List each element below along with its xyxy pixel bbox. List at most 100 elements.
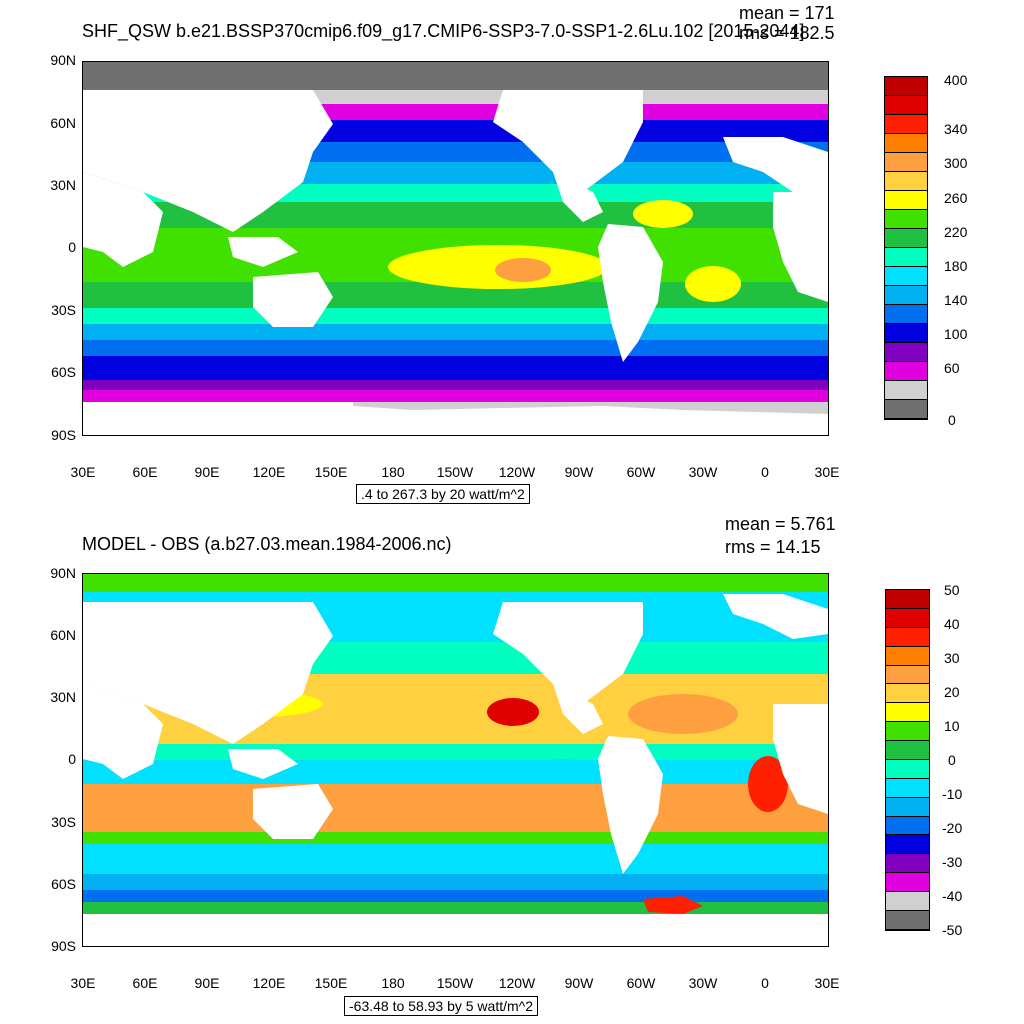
- colorbar-swatch: [885, 381, 927, 400]
- panel1-lon-label: 150E: [314, 464, 348, 480]
- colorbar-swatch: [885, 362, 927, 381]
- panel1-map: [82, 61, 829, 436]
- panel1-lon-label: 30W: [688, 464, 718, 480]
- colorbar-swatch: [885, 115, 927, 134]
- colorbar-swatch: [886, 665, 929, 685]
- panel2-lon-label: 120E: [252, 975, 286, 991]
- colorbar-swatch: [885, 96, 927, 115]
- colorbar-swatch: [886, 910, 929, 930]
- colorbar-swatch: [886, 741, 929, 760]
- panel2-lon-label: 60E: [132, 975, 158, 991]
- colorbar-swatch: [885, 172, 927, 191]
- panel2-lat-label: 30S: [51, 814, 76, 830]
- colorbar-swatch: [885, 134, 927, 153]
- panel1-colorbar-label: 0: [948, 412, 956, 428]
- panel2-lon-label: 150W: [436, 975, 474, 991]
- panel2-rms: rms = 14.15: [725, 537, 821, 557]
- panel1-lon-label: 60E: [132, 464, 158, 480]
- panel1-range-info: .4 to 267.3 by 20 watt/m^2: [356, 484, 530, 504]
- panel1-colorbar-label: 60: [944, 360, 960, 376]
- panel2-lon-label: 0: [761, 975, 769, 991]
- panel1-colorbar: [884, 76, 928, 420]
- panel1-title: SHF_QSW b.e21.BSSP370cmip6.f09_g17.CMIP6…: [82, 21, 805, 41]
- panel1-lon-label: 30E: [814, 464, 840, 480]
- panel2-colorbar-label: -50: [942, 922, 963, 938]
- panel2-colorbar-label: -10: [942, 786, 963, 802]
- colorbar-swatch: [886, 835, 929, 855]
- panel2-lon-label: 30E: [70, 975, 96, 991]
- colorbar-swatch: [885, 305, 927, 324]
- panel2-colorbar-label: 40: [944, 616, 960, 632]
- panel2-colorbar-label: 30: [944, 650, 960, 666]
- panel2-lon-label: 90E: [194, 975, 220, 991]
- colorbar-swatch: [886, 590, 929, 609]
- panel1-colorbar-label: 180: [944, 258, 968, 274]
- panel2-lat-label: 30N: [50, 689, 76, 705]
- colorbar-swatch: [885, 324, 927, 343]
- colorbar-swatch: [885, 191, 927, 210]
- colorbar-swatch: [886, 627, 929, 647]
- panel2-colorbar-label: -30: [942, 854, 963, 870]
- colorbar-swatch: [885, 153, 927, 172]
- colorbar-swatch: [886, 646, 929, 666]
- panel1-colorbar-label: 400: [944, 72, 968, 88]
- panel2-colorbar-label: 0: [948, 752, 956, 768]
- colorbar-swatch: [886, 722, 929, 741]
- panel1-mean: mean = 171: [739, 3, 835, 23]
- panel1-colorbar-label: 140: [944, 292, 968, 308]
- panel1-colorbar-label: 100: [944, 326, 968, 342]
- panel2-lat-label: 90N: [50, 565, 76, 581]
- panel2-lat-label: 90S: [51, 938, 76, 954]
- panel1-lon-label: 120E: [252, 464, 286, 480]
- panel2-map-image: [83, 574, 828, 946]
- panel2-lon-label: 120W: [498, 975, 536, 991]
- panel2-lon-label: 90W: [564, 975, 594, 991]
- panel2-lon-label: 30E: [814, 975, 840, 991]
- panel1-lat-label: 90S: [51, 427, 76, 443]
- colorbar-swatch: [886, 816, 929, 836]
- panel2-lon-label: 180: [381, 975, 405, 991]
- colorbar-swatch: [886, 873, 929, 892]
- panel1-lat-label: 0: [68, 239, 76, 255]
- panel2-title: MODEL - OBS (a.b27.03.mean.1984-2006.nc): [82, 534, 452, 554]
- panel1-colorbar-label: 260: [944, 190, 968, 206]
- panel2-range-info: -63.48 to 58.93 by 5 watt/m^2: [344, 996, 539, 1016]
- colorbar-swatch: [886, 892, 929, 911]
- panel1-lon-label: 0: [761, 464, 769, 480]
- colorbar-swatch: [885, 343, 927, 362]
- panel2-colorbar-label: -40: [942, 888, 963, 904]
- panel2-map: [82, 573, 829, 947]
- panel2-mean: mean = 5.761: [725, 514, 836, 534]
- colorbar-swatch: [886, 797, 929, 817]
- colorbar-swatch: [885, 248, 927, 267]
- panel1-lat-label: 30S: [51, 302, 76, 318]
- panel1-map-image: [83, 62, 828, 435]
- panel1-lon-label: 90E: [194, 464, 220, 480]
- panel2-lon-label: 60W: [626, 975, 656, 991]
- panel1-lon-label: 30E: [70, 464, 96, 480]
- colorbar-swatch: [886, 608, 929, 628]
- colorbar-swatch: [886, 759, 929, 779]
- panel1-colorbar-label: 220: [944, 224, 968, 240]
- panel2-lon-label: 150E: [314, 975, 348, 991]
- colorbar-swatch: [886, 854, 929, 874]
- panel2-lat-label: 0: [68, 751, 76, 767]
- panel1-colorbar-label: 340: [944, 121, 968, 137]
- panel1-colorbar-label: 300: [944, 155, 968, 171]
- colorbar-swatch: [886, 778, 929, 798]
- colorbar-swatch: [886, 703, 929, 723]
- colorbar-swatch: [885, 77, 927, 96]
- panel2-lat-label: 60S: [51, 876, 76, 892]
- colorbar-swatch: [885, 286, 927, 305]
- colorbar-swatch: [885, 229, 927, 248]
- panel1-lat-label: 30N: [50, 177, 76, 193]
- panel1-lon-label: 90W: [564, 464, 594, 480]
- panel2-colorbar-label: 10: [944, 718, 960, 734]
- panel1-lon-label: 150W: [436, 464, 474, 480]
- panel2-colorbar-label: -20: [942, 820, 963, 836]
- colorbar-swatch: [885, 400, 927, 419]
- panel1-rms: rms = 182.5: [739, 23, 835, 43]
- panel1-lon-label: 60W: [626, 464, 656, 480]
- panel1-lat-label: 90N: [50, 52, 76, 68]
- panel2-colorbar: [885, 589, 930, 931]
